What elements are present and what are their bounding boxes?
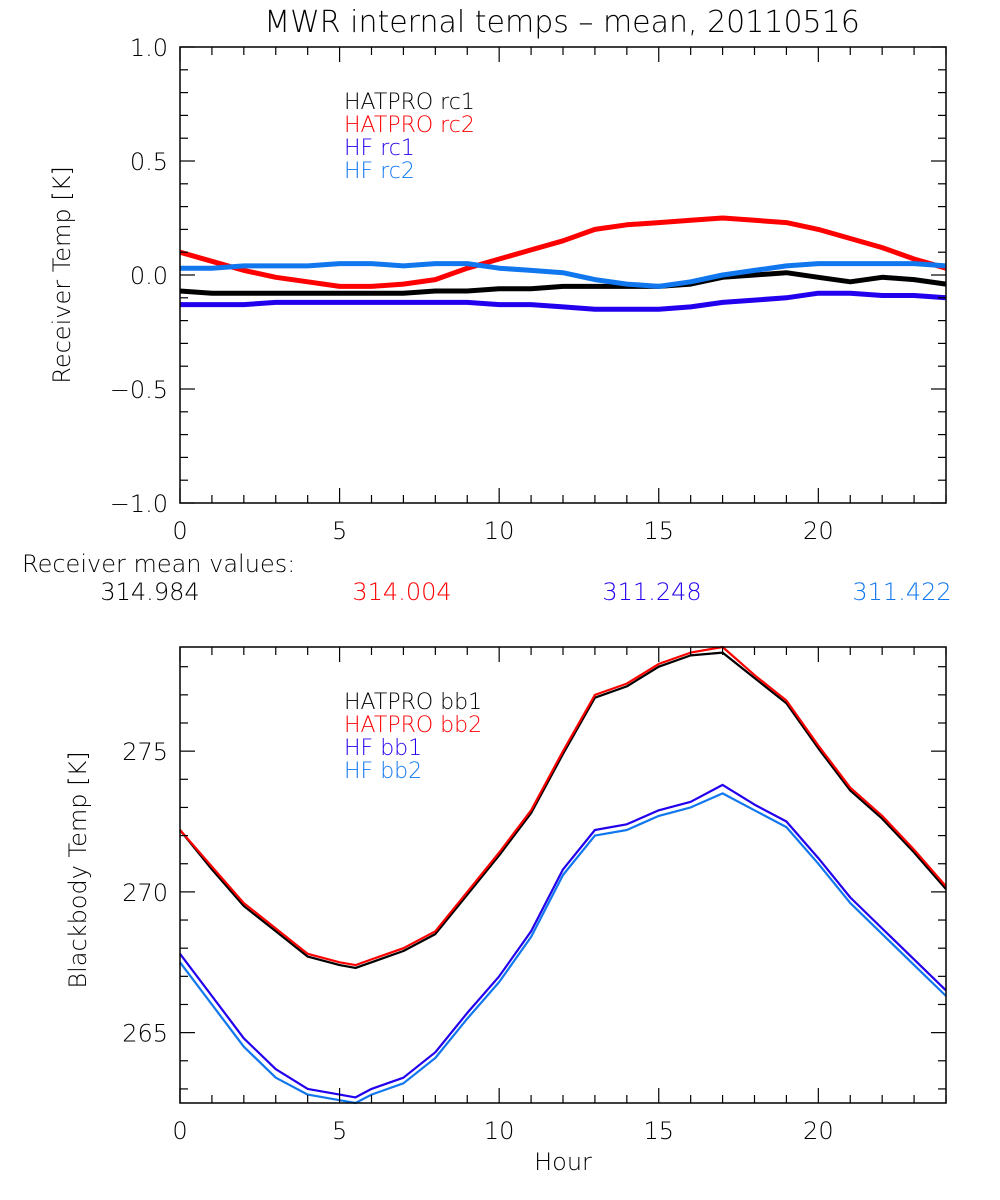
x-tick-label: 5 [332, 1117, 347, 1145]
legend-entry: HATPRO rc2 [344, 113, 475, 138]
receiver-series-hf-rc1 [180, 290, 947, 312]
receiver-mean-value: 314.004 [352, 578, 451, 606]
legend-entry: HF rc1 [344, 136, 415, 161]
y-tick-label: −0.5 [110, 376, 168, 404]
x-tick-label: 10 [484, 517, 515, 545]
blackbody-tick-labels: 0 5 10 15 20 265 270 275 [122, 738, 833, 1145]
y-tick-label: 265 [122, 1020, 168, 1048]
blackbody-series-hatpro-bb1 [179, 651, 947, 970]
legend-entry: HATPRO bb2 [344, 713, 482, 738]
y-tick-label: 275 [122, 738, 168, 766]
legend-entry: HF bb1 [344, 736, 422, 761]
receiver-series-hatpro-rc2 [179, 215, 947, 289]
blackbody-series-hf-bb2 [179, 792, 947, 1105]
x-tick-label: 20 [803, 517, 834, 545]
x-tick-label: 5 [332, 517, 347, 545]
receiver-series-hatpro-rc1 [179, 270, 947, 296]
receiver-series-hf-rc2 [180, 261, 947, 289]
blackbody-series-group [179, 645, 947, 1105]
figure-title: MWR internal temps – mean, 20110516 [264, 5, 860, 40]
y-tick-label: 0.5 [130, 148, 168, 176]
receiver-axis-ticks [179, 46, 947, 504]
receiver-tick-labels: 0 5 10 15 20 −1.0 −0.5 0.0 0.5 1.0 [110, 34, 834, 545]
blackbody-temp-plot: 0 5 10 15 20 265 270 275 Blackbody Temp [K] Hou… [64, 645, 947, 1176]
legend-entry: HATPRO bb1 [344, 690, 482, 715]
receiver-mean-value: 311.248 [602, 578, 701, 606]
y-tick-label: 270 [122, 879, 168, 907]
x-tick-label: 20 [803, 1117, 834, 1145]
receiver-series-group [179, 215, 947, 312]
blackbody-axis-ticks [179, 647, 947, 1103]
blackbody-series-hf-bb1 [179, 783, 947, 1099]
x-tick-label: 10 [484, 1117, 515, 1145]
x-tick-label: 0 [172, 1117, 187, 1145]
legend-entry: HATPRO rc1 [344, 90, 475, 115]
blackbody-series-hatpro-bb2 [179, 645, 947, 967]
receiver-means-values: 314.984 314.004 311.248 311.422 [100, 578, 951, 606]
receiver-y-axis-label: Receiver Temp [K] [48, 166, 76, 384]
x-tick-label: 0 [172, 517, 187, 545]
receiver-mean-value: 314.984 [100, 578, 199, 606]
x-axis-label: Hour [534, 1148, 592, 1176]
receiver-means-heading: Receiver mean values: [22, 550, 295, 578]
x-tick-label: 15 [643, 517, 674, 545]
legend-entry: HF rc2 [344, 159, 415, 184]
x-tick-label: 15 [643, 1117, 674, 1145]
y-tick-label: 0.0 [130, 262, 168, 290]
y-tick-label: −1.0 [110, 490, 168, 518]
y-tick-label: 1.0 [130, 34, 168, 62]
blackbody-y-axis-label: Blackbody Temp [K] [64, 751, 92, 988]
receiver-temp-plot: 0 5 10 15 20 −1.0 −0.5 0.0 0.5 1.0 Receiver Temp … [48, 34, 947, 545]
legend-entry: HF bb2 [344, 759, 422, 784]
receiver-mean-value: 311.422 [852, 578, 951, 606]
